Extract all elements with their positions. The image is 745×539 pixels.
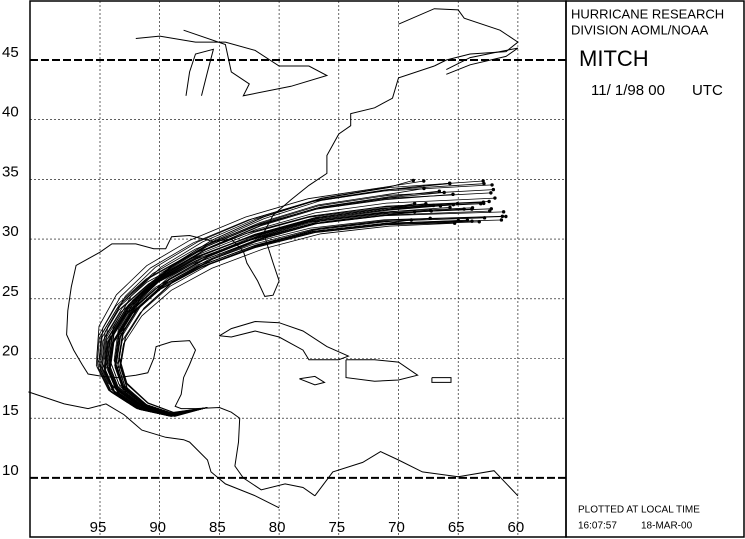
header-line: HURRICANE RESEARCH [571,6,724,21]
track-end [482,181,486,186]
track [104,219,468,417]
track-end [479,202,483,206]
lon-label: 90 [149,519,166,536]
coast-line [135,29,329,97]
time: 11/ 1/98 00 [591,82,665,99]
track-end [412,201,417,206]
tracks [95,178,508,417]
track-end [499,218,504,222]
footer-date: 18-MAR-00 [641,521,693,532]
track [116,216,506,417]
track [114,203,458,416]
track-end [489,191,493,195]
lon-label: 65 [448,519,465,536]
coast-line [431,377,452,383]
lat-label: 20 [2,342,19,359]
track [99,215,503,417]
coast-line [219,320,350,361]
coast-line [446,47,519,75]
lat-label: 10 [2,462,19,479]
lon-label: 75 [328,519,345,536]
lat-label: 40 [2,104,19,121]
track [104,217,485,417]
track-end [470,207,474,211]
footer-note: PLOTTED AT LOCAL TIME [578,505,700,516]
track [116,190,440,415]
header-line: DIVISION AOML/NOAA [571,22,709,37]
map-frame [29,0,567,538]
track [109,219,412,417]
track-end [481,200,486,204]
info-panel [565,0,745,538]
track-end [428,208,433,213]
track [99,184,493,414]
coast-line [398,8,519,67]
track-end [489,207,493,211]
track-end [477,220,481,224]
track-end [481,179,485,183]
track-end [501,210,506,214]
track-end [448,205,452,210]
footer-clock: 16:07:57 [578,521,617,532]
track [102,211,415,416]
track-end [424,202,428,206]
track [108,217,431,417]
track [98,211,504,416]
track [108,221,480,417]
coast-line [299,375,326,386]
lat-label: 15 [2,402,19,419]
track-end [448,181,452,186]
track-end [465,218,470,222]
time-zone: UTC [692,82,723,99]
coast-line [185,48,215,96]
coast-line [314,451,519,497]
lon-label: 60 [508,519,525,536]
lon-label: 85 [209,519,226,536]
grid [30,1,566,537]
lat-label: 35 [2,163,19,180]
lat-label: 45 [2,44,19,61]
track [104,220,459,417]
track [95,203,484,416]
coast-line [345,359,419,382]
track [98,201,484,416]
track [103,210,490,416]
track [114,205,441,416]
lat-label: 25 [2,283,19,300]
lat-label: 30 [2,223,19,240]
lon-label: 95 [90,519,107,536]
track-end [451,192,455,197]
track [108,220,473,417]
track-end [470,219,474,223]
track-end [487,199,491,204]
track-end [504,214,508,219]
coast-line [66,65,435,497]
track [118,222,455,417]
track-end [491,187,496,192]
track-end [438,204,443,208]
track-end [437,189,442,193]
coast-line [28,391,280,509]
coastline [28,8,519,509]
track-end [411,178,416,183]
lon-label: 70 [388,519,405,536]
storm-name: MITCH [579,46,649,71]
track-end [490,183,494,187]
track [109,219,502,417]
track-end [422,179,426,183]
track-end [493,196,497,200]
lon-label: 80 [269,519,286,536]
